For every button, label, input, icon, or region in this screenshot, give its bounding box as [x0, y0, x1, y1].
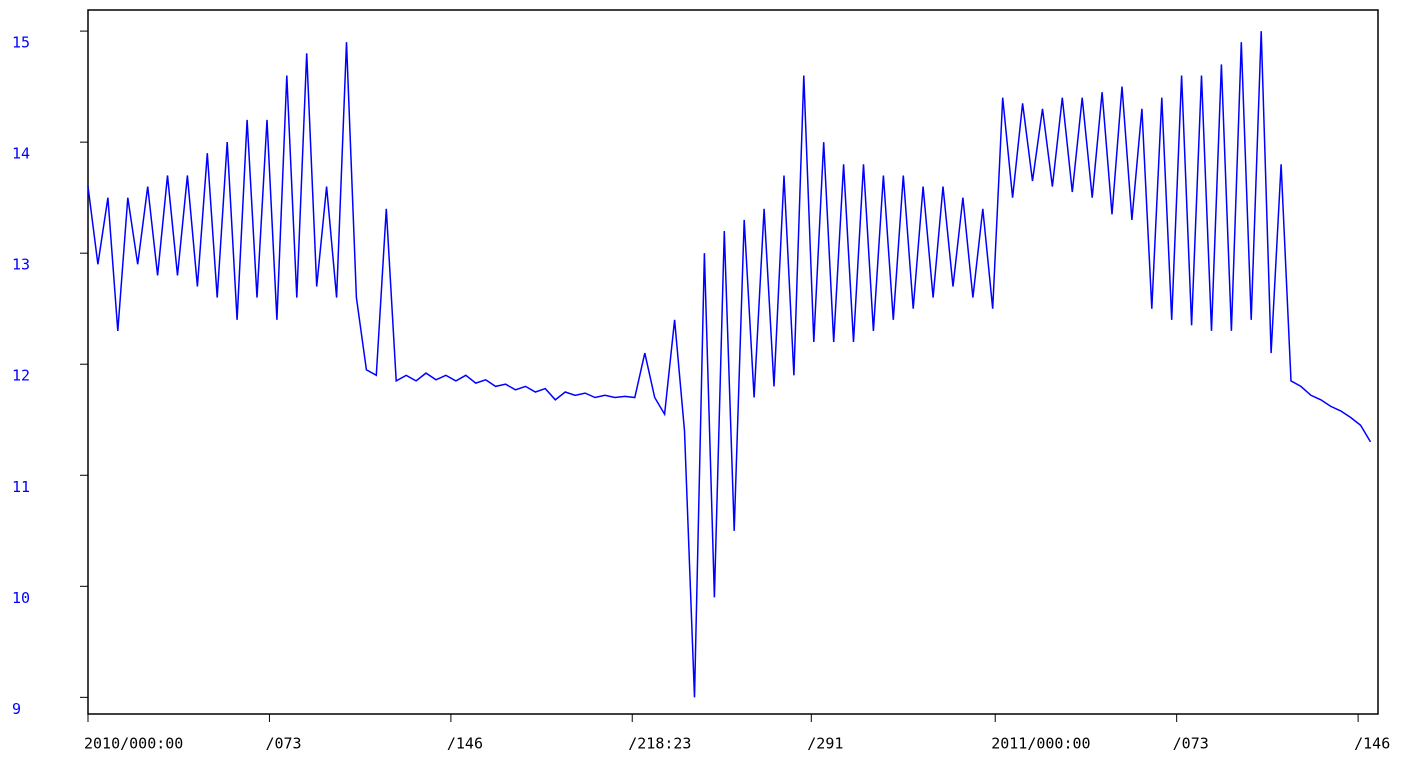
- data-line: [87, 31, 1372, 698]
- y-tick-label: 10: [12, 589, 30, 607]
- y-tick-label: 11: [12, 478, 30, 496]
- plot-frame: [87, 9, 1379, 715]
- y-tick-label: 12: [12, 367, 30, 385]
- y-tick-label: 13: [12, 256, 30, 274]
- y-tick-label: 14: [12, 145, 30, 163]
- x-tick-label: 2011/000:00: [991, 735, 1090, 753]
- x-tick-label: /146: [1354, 735, 1390, 753]
- x-tick-label: /146: [447, 735, 483, 753]
- x-tick-label: /218:23: [628, 735, 691, 753]
- y-tick-label: 15: [12, 34, 30, 52]
- x-tick-label: /291: [807, 735, 843, 753]
- y-tick-label: 9: [12, 700, 21, 718]
- x-tick-label: /073: [265, 735, 301, 753]
- x-tick-label: /073: [1173, 735, 1209, 753]
- x-tick-label: 2010/000:00: [84, 735, 183, 753]
